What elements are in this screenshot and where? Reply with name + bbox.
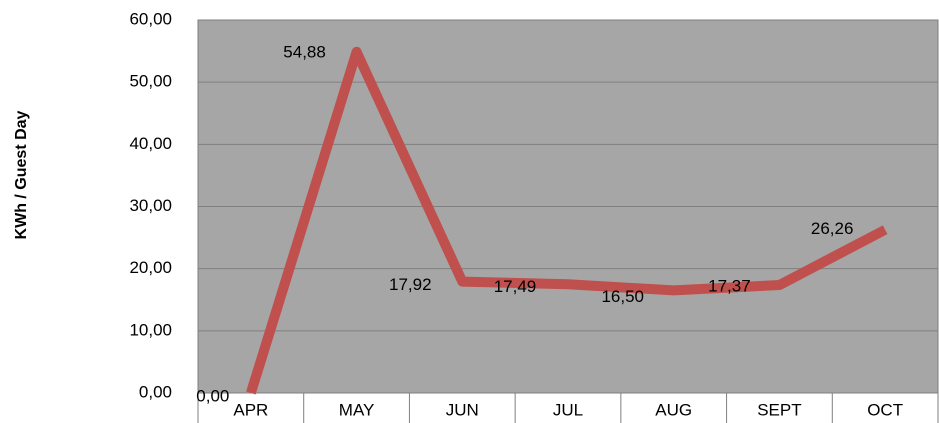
x-tick-label: MAY	[339, 400, 375, 419]
y-tick-label: 10,00	[129, 320, 172, 339]
data-label: 17,92	[389, 275, 432, 294]
x-tick-label: SEPT	[757, 400, 801, 419]
data-label: 16,50	[601, 287, 644, 306]
x-tick-label: AUG	[655, 400, 692, 419]
data-label: 0,00	[196, 386, 229, 405]
y-tick-label: 50,00	[129, 72, 172, 91]
x-tick-label: OCT	[867, 400, 903, 419]
line-series	[246, 46, 888, 395]
data-label: 26,26	[811, 219, 854, 238]
y-axis-label: KWh / Guest Day	[13, 110, 30, 239]
y-tick-label: 60,00	[129, 9, 172, 28]
data-label: 54,88	[283, 42, 326, 61]
y-tick-label: 20,00	[129, 258, 172, 277]
x-tick-label: APR	[233, 400, 268, 419]
y-tick-label: 0,00	[139, 382, 172, 401]
data-label: 17,49	[494, 277, 537, 296]
y-tick-label: 40,00	[129, 134, 172, 153]
x-tick-label: JUL	[553, 400, 583, 419]
y-tick-label: 30,00	[129, 196, 172, 215]
x-tick-label: JUN	[446, 400, 479, 419]
data-label: 17,37	[708, 277, 751, 296]
